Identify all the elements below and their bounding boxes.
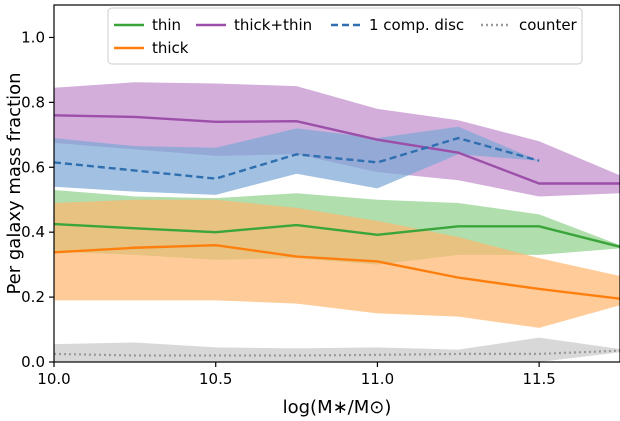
legend-label-thin: thin [152, 16, 181, 34]
legend: thin thick+thin 1 comp. disc counter thick [107, 7, 583, 65]
y-axis-label: Per galaxy mass fraction [4, 72, 25, 294]
legend-label-counter: counter [519, 16, 578, 34]
y-tick-label: 1.0 [21, 28, 45, 46]
y-tick-label: 0.2 [21, 288, 45, 306]
x-tick-label: 10.0 [37, 370, 70, 388]
y-tick-label: 0.0 [21, 353, 45, 371]
line-thin [53, 222, 620, 248]
y-tick-label: 0.6 [21, 158, 45, 176]
line-thick-thin [53, 114, 620, 185]
band-1-comp-disc [54, 126, 540, 195]
legend-label-thick-thin: thick+thin [234, 16, 312, 34]
legend-label-1-comp-disc: 1 comp. disc [369, 16, 464, 34]
y-tick-label: 0.4 [21, 223, 45, 241]
legend-label-thick: thick [152, 39, 189, 57]
line-thick [53, 243, 620, 300]
y-tick-label: 0.8 [21, 93, 45, 111]
x-tick-label: 11.5 [522, 370, 555, 388]
axis-ticks: 10.0 10.5 11.0 11.5 0.0 0.2 0.4 0.6 0.8 1.0 [21, 28, 556, 388]
uncertainty-bands [54, 82, 620, 362]
plot-frame [53, 4, 620, 363]
x-axis-label: log(M∗/M⊙) [283, 397, 392, 418]
x-tick-label: 10.5 [199, 370, 232, 388]
legend-box [107, 7, 583, 65]
x-tick-label: 11.0 [361, 370, 394, 388]
series-lines [53, 114, 620, 357]
line-1-comp-disc [53, 136, 540, 180]
band-counter [54, 337, 620, 362]
line-counter [53, 349, 620, 357]
